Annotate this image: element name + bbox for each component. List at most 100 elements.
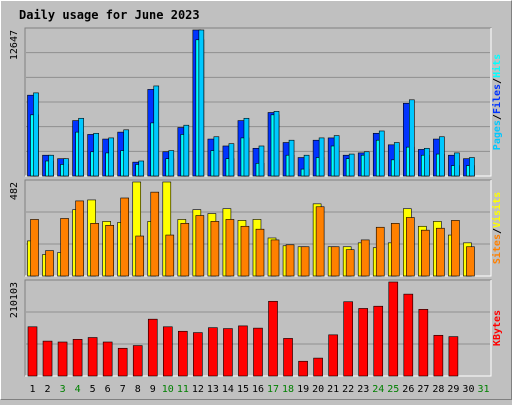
- day-label: 13: [207, 384, 219, 395]
- sites-bar: [270, 239, 280, 277]
- kbytes-bar: [223, 328, 233, 377]
- day-label: 19: [297, 384, 309, 395]
- pages-bar: [424, 147, 430, 177]
- kbytes-bar: [132, 345, 143, 377]
- day-label: 20: [312, 384, 324, 395]
- pages-bar: [303, 154, 310, 177]
- day-label: 12: [192, 384, 204, 395]
- pages-bar: [454, 152, 460, 177]
- sites-bar: [240, 225, 250, 277]
- pages-bar: [168, 150, 175, 177]
- visits-sites-panel: 482 Sites/Visits: [9, 179, 503, 277]
- pages-bar: [273, 111, 280, 177]
- kbytes-bar: [343, 301, 353, 377]
- sites-bar: [120, 197, 129, 277]
- pages-bar: [93, 132, 99, 177]
- kbytes-bar: [147, 318, 158, 377]
- sites-bar: [225, 219, 235, 277]
- sites-bar: [406, 217, 415, 277]
- pages-bar: [228, 143, 235, 177]
- pages-bar: [183, 124, 190, 177]
- kbytes-max-tick: 210103: [9, 282, 20, 318]
- files-legend-label: Files: [491, 84, 503, 114]
- pages-bar: [439, 136, 445, 177]
- pages-bar: [63, 158, 69, 177]
- day-label: 26: [402, 384, 414, 395]
- day-labels: 1 2 3 4 5 6 7 8 9 10 11 12 13 14 15 16 17 18 19 20 21 22 23 24 2…: [30, 384, 490, 395]
- kbytes-bar: [298, 360, 308, 377]
- kbytes-bar: [193, 332, 203, 377]
- hits-legend-label: Hits: [491, 54, 503, 78]
- kbytes-bar: [57, 341, 68, 377]
- kbytes-bar: [42, 340, 53, 377]
- day-label: 9: [150, 384, 156, 395]
- sites-bar: [75, 200, 84, 277]
- pages-bar: [198, 29, 205, 177]
- hits-files-pages-legend: Pages/Files/Hits: [491, 54, 503, 150]
- sites-bar: [150, 191, 160, 277]
- chart-title: Daily usage for June 2023: [19, 8, 200, 22]
- day-label: 25: [387, 384, 399, 395]
- pages-bar: [108, 137, 114, 177]
- day-label: 15: [237, 384, 249, 395]
- visits-legend-label: Visits: [491, 192, 503, 228]
- day-label: 10: [162, 384, 174, 395]
- kbytes-bar: [162, 326, 173, 377]
- sites-bar: [60, 218, 69, 277]
- visits-sites-max-tick: 482: [9, 182, 20, 200]
- legend-separator: /: [492, 114, 503, 120]
- legend-separator: /: [492, 78, 503, 84]
- sites-bar: [436, 227, 445, 277]
- pages-bar: [363, 151, 370, 177]
- day-label: 1: [30, 384, 36, 395]
- sites-bar: [45, 250, 54, 277]
- sites-bar: [255, 228, 265, 277]
- pages-legend-label: Pages: [492, 120, 503, 150]
- kbytes-bar: [328, 334, 338, 377]
- sites-bar: [135, 235, 145, 277]
- day-label: 24: [372, 384, 384, 395]
- sites-bar: [315, 206, 325, 277]
- day-label: 11: [177, 384, 189, 395]
- sites-bar: [421, 229, 430, 277]
- day-label: 27: [417, 384, 429, 395]
- kbytes-bar: [72, 339, 83, 377]
- day-label: 4: [75, 384, 81, 395]
- day-label: 29: [447, 384, 459, 395]
- kbytes-bar: [433, 334, 444, 377]
- day-label: 3: [60, 384, 66, 395]
- pages-bar: [48, 154, 54, 177]
- kbytes-bar: [253, 327, 263, 377]
- day-label: 14: [222, 384, 234, 395]
- kbytes-bar: [27, 326, 38, 377]
- pages-bar: [348, 153, 355, 177]
- pages-bar: [333, 135, 340, 177]
- pages-bar: [138, 160, 145, 177]
- sites-bar: [300, 246, 310, 277]
- kbytes-bar: [388, 281, 399, 377]
- kbytes-bar: [178, 330, 188, 377]
- pages-bar: [288, 139, 295, 177]
- pages-bar: [318, 137, 325, 177]
- sites-bar: [466, 246, 475, 277]
- kbytes-bar: [238, 325, 248, 377]
- day-label: 5: [90, 384, 96, 395]
- pages-bar: [78, 117, 84, 177]
- sites-bar: [360, 239, 370, 277]
- sites-bar: [285, 244, 295, 277]
- sites-bar: [330, 246, 340, 277]
- day-label: 18: [282, 384, 294, 395]
- sites-legend-label: Sites: [491, 234, 503, 264]
- visits-sites-legend: Sites/Visits: [491, 192, 503, 264]
- day-label: 21: [327, 384, 339, 395]
- sites-bar: [390, 223, 400, 277]
- day-label: 7: [120, 384, 126, 395]
- sites-bar: [90, 223, 99, 277]
- hits-files-pages-max-tick: 12647: [9, 30, 20, 60]
- kbytes-bar: [117, 347, 128, 377]
- legend-separator: /: [492, 228, 503, 234]
- day-label: 2: [45, 384, 51, 395]
- kbytes-panel: 210103 KBytes: [9, 279, 503, 377]
